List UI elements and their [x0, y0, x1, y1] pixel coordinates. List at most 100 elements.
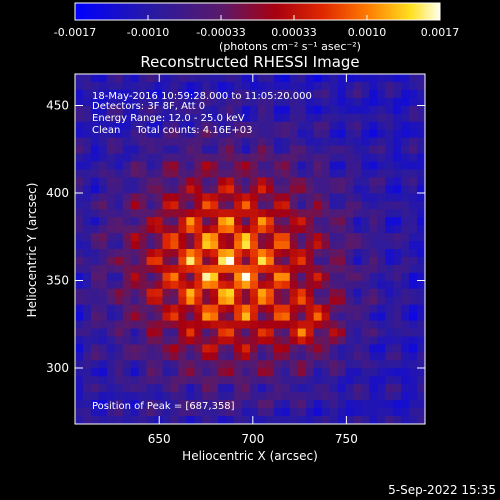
heatmap-cell [98, 280, 108, 290]
heatmap-cell [369, 296, 378, 306]
heatmap-cell [138, 121, 147, 131]
heatmap-cell [114, 113, 124, 123]
colorbar-tick-label: -0.0010 [127, 26, 169, 39]
heatmap-cell [345, 241, 354, 250]
heatmap-cell [218, 288, 227, 298]
heatmap-cell [250, 89, 259, 99]
heatmap-cell [130, 233, 140, 242]
heatmap-cell [226, 352, 235, 361]
colorbar [74, 2, 441, 21]
heatmap-cell [337, 225, 346, 234]
heatmap-cell [106, 113, 116, 123]
heatmap-cell [178, 81, 187, 91]
heatmap-cell [234, 177, 243, 186]
heatmap-cell [257, 280, 267, 290]
heatmap-cell [178, 344, 187, 353]
heatmap-cell [289, 217, 299, 226]
heatmap-cell [353, 121, 362, 131]
heatmap-cell [154, 241, 163, 250]
heatmap-cell [186, 384, 195, 393]
heatmap-cell [226, 249, 235, 258]
heatmap-cell [210, 121, 219, 131]
heatmap-cell [170, 264, 179, 274]
heatmap-cell [265, 256, 275, 266]
heatmap-cell [353, 89, 362, 99]
heatmap-cell [106, 121, 116, 131]
heatmap-cell [242, 113, 251, 123]
heatmap-cell [297, 241, 307, 250]
heatmap-cell [257, 400, 267, 409]
heatmap-cell [122, 304, 132, 314]
heatmap-cell [313, 137, 322, 146]
heatmap-cell [313, 368, 322, 377]
heatmap-cell [265, 161, 275, 170]
heatmap-cell [82, 416, 92, 424]
heatmap-cell [401, 344, 410, 353]
heatmap-cell [75, 288, 84, 298]
heatmap-cell [194, 145, 203, 154]
heatmap-cell [257, 105, 267, 115]
heatmap-cell [369, 360, 378, 369]
heatmap-cell [313, 312, 322, 321]
heatmap-cell [353, 344, 362, 353]
heatmap-cell [138, 161, 147, 170]
heatmap-cell [297, 185, 307, 194]
heatmap-cell [273, 193, 283, 202]
heatmap-cell [210, 384, 219, 393]
heatmap-cell [417, 392, 425, 401]
heatmap-cell [122, 177, 132, 186]
heatmap-cell [90, 416, 100, 424]
heatmap-cell [281, 113, 291, 123]
heatmap-cell [138, 296, 147, 306]
heatmap-cell [106, 392, 116, 401]
heatmap-cell [401, 416, 410, 424]
heatmap-cell [82, 113, 92, 123]
heatmap-cell [265, 272, 275, 282]
heatmap-cell [186, 217, 195, 226]
heatmap-cell [75, 89, 84, 99]
heatmap-cell [329, 225, 338, 234]
heatmap-cell [170, 368, 179, 377]
heatmap-cell [289, 392, 299, 401]
heatmap-cell [289, 161, 299, 170]
heatmap-cell [345, 161, 354, 170]
heatmap-cell [218, 97, 227, 107]
heatmap-cell [114, 336, 124, 345]
heatmap-cell [75, 344, 84, 353]
heatmap-cell [361, 209, 370, 218]
heatmap-cell [393, 89, 402, 99]
heatmap-cell [321, 81, 330, 91]
heatmap-cell [313, 121, 322, 131]
heatmap-cell [257, 113, 267, 123]
heatmap-cell [329, 97, 338, 107]
heatmap-cell [329, 153, 338, 162]
heatmap-cell [226, 74, 235, 83]
heatmap-cell [305, 392, 315, 401]
heatmap-cell [337, 185, 346, 194]
heatmap-cell [98, 233, 108, 242]
heatmap-cell [75, 185, 84, 194]
heatmap-cell [361, 368, 370, 377]
heatmap-cell [178, 153, 187, 162]
heatmap-cell [385, 272, 394, 282]
heatmap-cell [289, 304, 299, 314]
heatmap-cell [146, 185, 155, 194]
heatmap-cell [186, 97, 195, 107]
heatmap-cell [162, 416, 171, 424]
heatmap-cell [353, 264, 362, 274]
y-tick-label: 350 [46, 274, 69, 288]
heatmap-cell [146, 89, 155, 99]
heatmap-cell [90, 344, 100, 353]
heatmap-cell [114, 249, 124, 258]
heatmap-cell [385, 320, 394, 329]
heatmap-cell [401, 225, 410, 234]
heatmap-cell [218, 129, 227, 139]
heatmap-cell [242, 400, 251, 409]
heatmap-cell [417, 241, 425, 250]
heatmap-cell [170, 129, 179, 139]
heatmap-cell [242, 264, 251, 274]
heatmap-cell [75, 368, 84, 377]
heatmap-cell [202, 320, 211, 329]
heatmap-cell [353, 241, 362, 250]
heatmap-cell [106, 416, 116, 424]
